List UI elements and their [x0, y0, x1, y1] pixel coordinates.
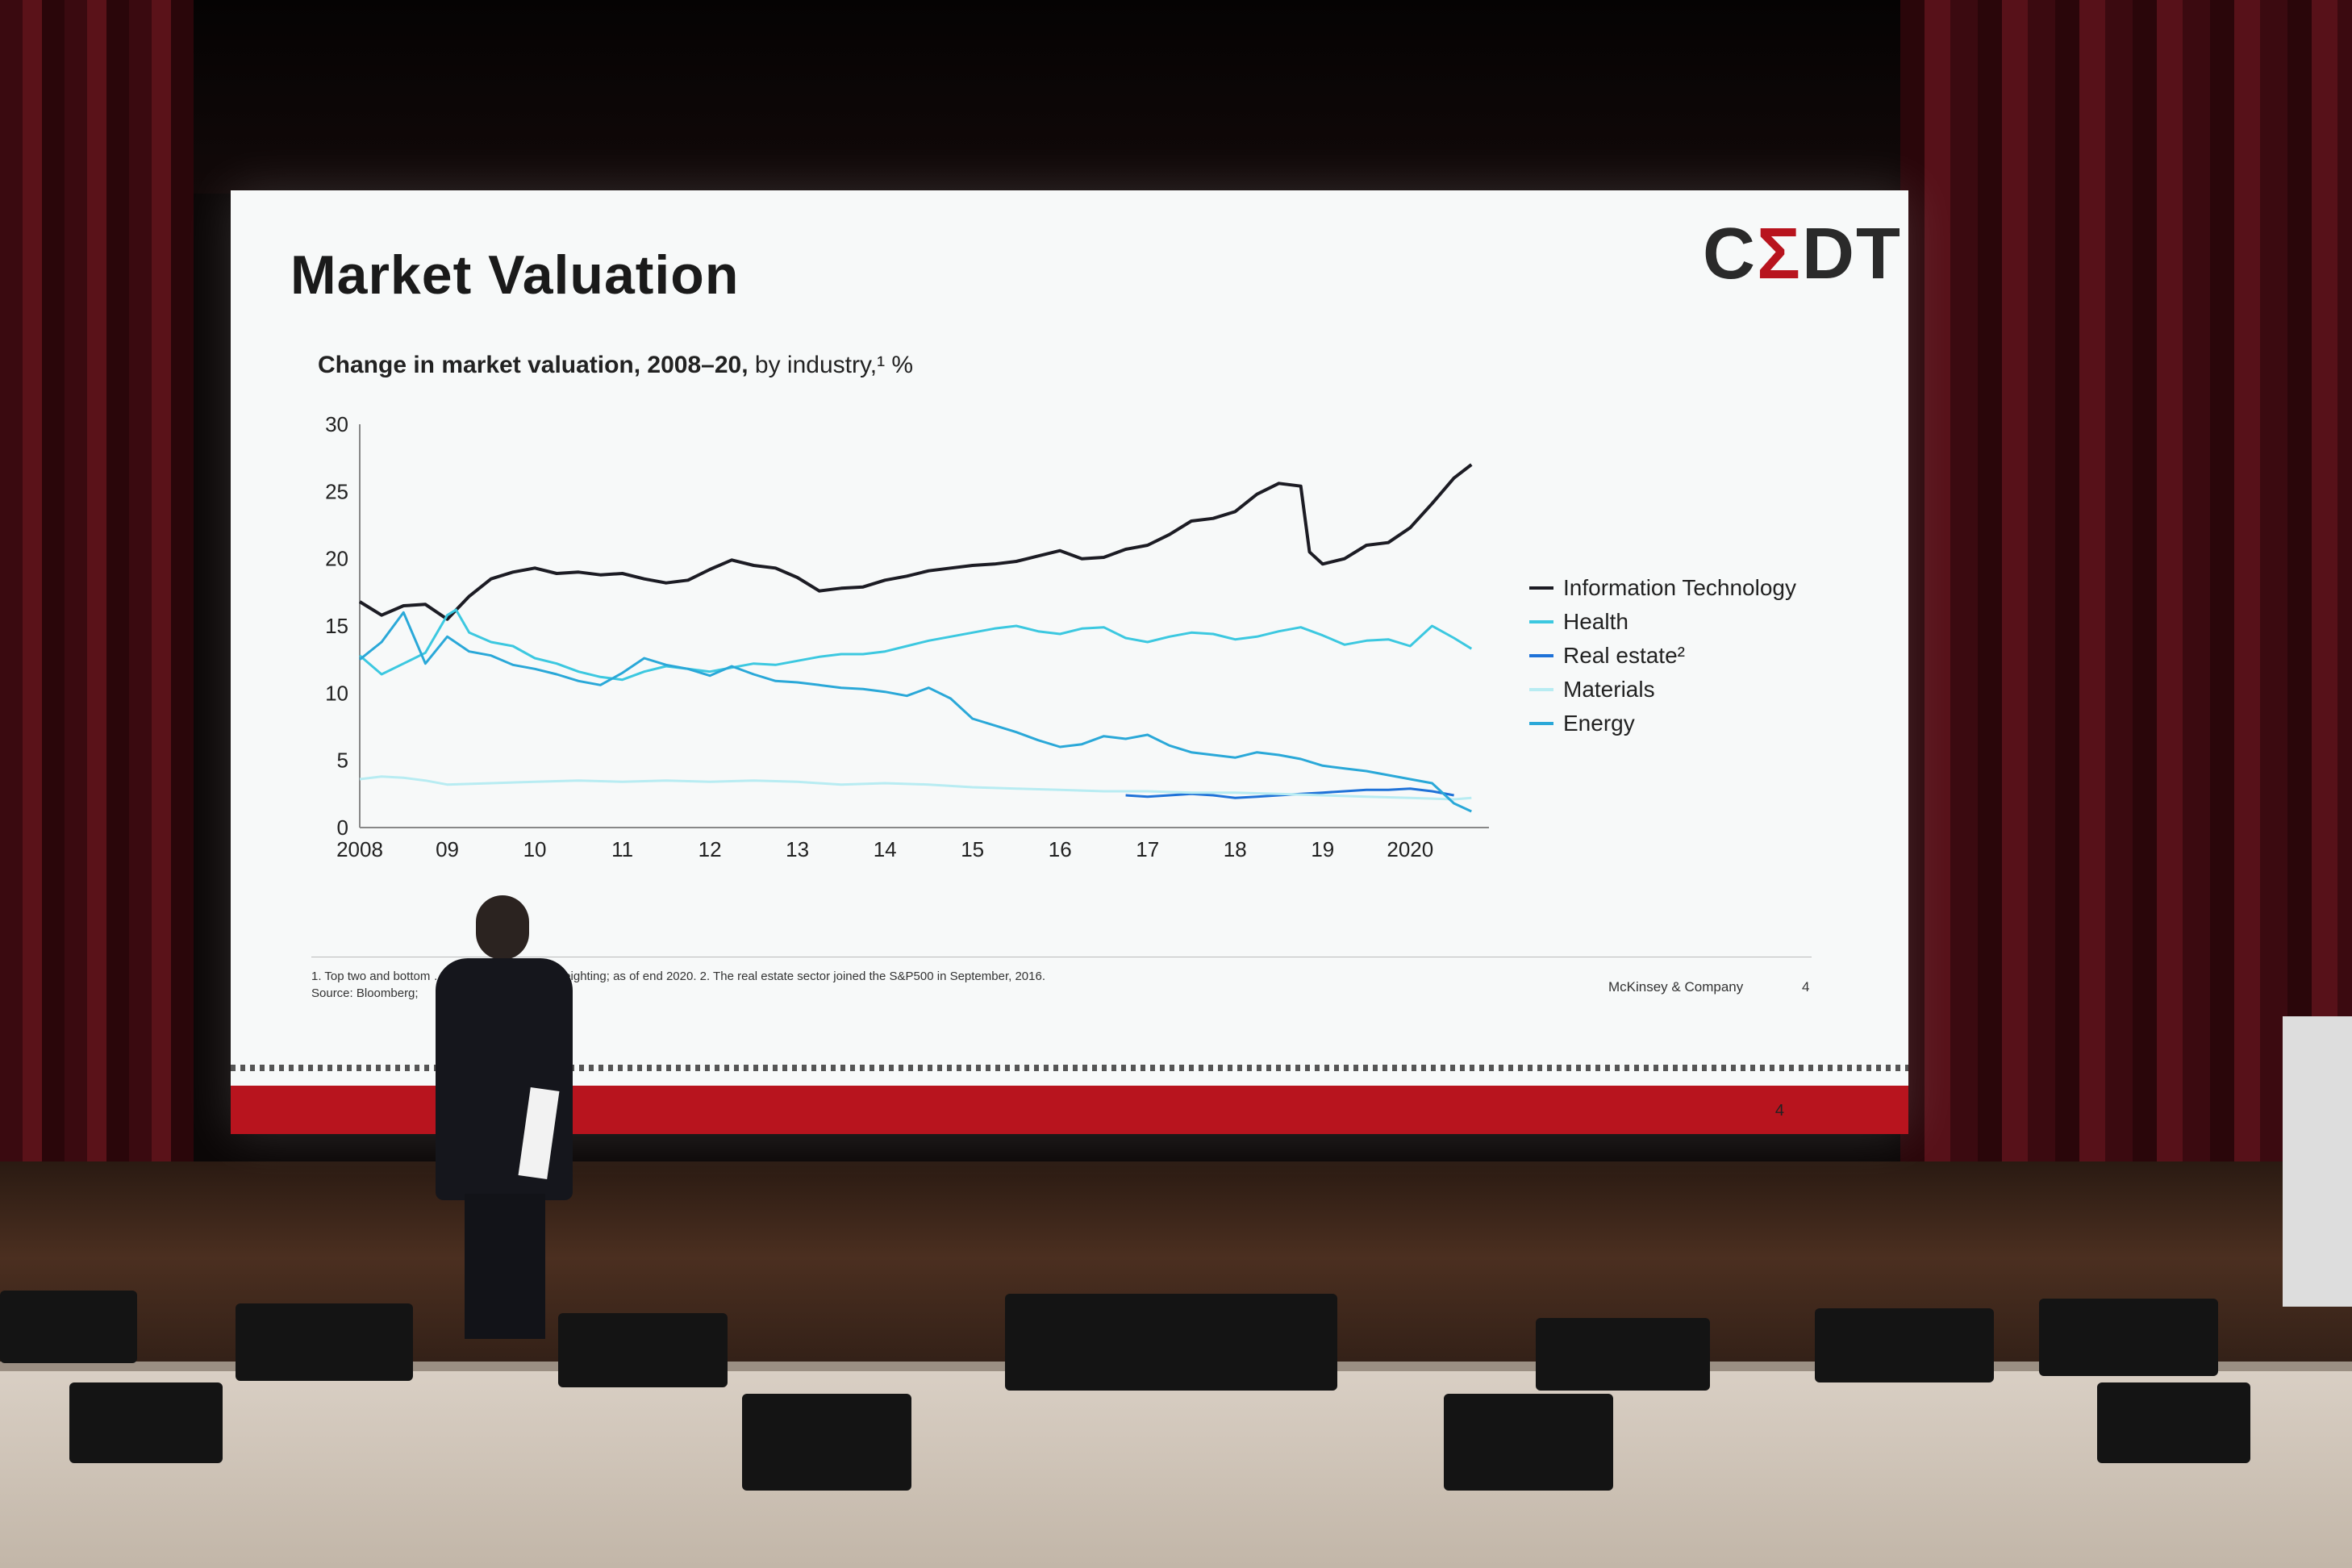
stage-monitor-speaker: [558, 1313, 728, 1387]
stage-front-rail: [0, 1371, 2352, 1568]
podium: [2283, 1016, 2352, 1307]
x-tick-label: 18: [1224, 837, 1247, 861]
speaker: [436, 895, 573, 1347]
legend-swatch: [1529, 654, 1553, 657]
y-tick-label: 15: [325, 614, 348, 638]
front-speaker: [69, 1382, 223, 1463]
x-tick-label: 14: [874, 837, 897, 861]
stage-monitor-speaker: [2039, 1299, 2218, 1376]
footer-page-number: 4: [1774, 1102, 1784, 1120]
slide-credit: McKinsey & Company: [1608, 979, 1744, 995]
legend-item-real-estate: Real estate²: [1529, 639, 1796, 673]
legend-swatch: [1529, 722, 1553, 725]
series-line-materials: [359, 775, 1472, 801]
x-tick-label: 17: [1136, 837, 1159, 861]
legend-swatch: [1529, 586, 1553, 590]
legend-label: Energy: [1563, 711, 1635, 736]
footnote: 1. Top two and bottom … sectors by membe…: [311, 968, 1045, 1002]
x-tick-label: 11: [611, 837, 633, 861]
legend-item-materials: Materials: [1529, 673, 1796, 707]
x-tick-label: 10: [523, 837, 547, 861]
legend-label: Information Technology: [1563, 575, 1796, 600]
y-tick-label: 5: [337, 749, 348, 773]
x-tick-label: 19: [1311, 837, 1334, 861]
curtain-left: [0, 0, 194, 1194]
confidence-monitor: [1005, 1294, 1337, 1391]
y-tick-label: 20: [325, 547, 348, 571]
x-tick-label: 16: [1049, 837, 1072, 861]
legend-label: Materials: [1563, 677, 1655, 702]
speaker-head: [476, 895, 529, 960]
curtain-right: [1900, 0, 2352, 1194]
x-tick-label: 2008: [336, 837, 383, 861]
y-tick-label: 10: [325, 681, 348, 705]
y-tick-label: 25: [325, 479, 348, 503]
line-chart: 0 5 10 15 20 25 30 2008 09 10 11 12 13 14 15 16 17 18 19 20…: [325, 412, 1489, 861]
front-speaker: [742, 1394, 911, 1491]
legend-item-it: Information Technology: [1529, 571, 1796, 605]
y-tick-label: 0: [337, 815, 348, 840]
chart-legend: Information Technology Health Real estate²…: [1529, 571, 1796, 740]
front-speaker: [2097, 1382, 2250, 1463]
x-tick-label: 09: [436, 837, 459, 861]
legend-item-energy: Energy: [1529, 707, 1796, 740]
series-line-it: [358, 463, 1473, 621]
footnote-source: Source: Bloomberg;: [311, 986, 419, 1000]
y-tick-label: 30: [325, 412, 348, 436]
stage-monitor-speaker: [1536, 1318, 1710, 1391]
slide-title: Market Valuation: [290, 244, 740, 306]
x-tick-label: 13: [786, 837, 809, 861]
series-line-energy: [359, 611, 1472, 813]
legend-label: Real estate²: [1563, 643, 1685, 668]
stage-monitor-speaker: [236, 1303, 413, 1381]
x-tick-label: 12: [699, 837, 722, 861]
legend-swatch: [1529, 620, 1553, 623]
legend-swatch: [1529, 688, 1553, 691]
legend-item-health: Health: [1529, 605, 1796, 639]
slide-page-number: 4: [1802, 979, 1810, 995]
cedt-logo: CΣDT: [1703, 214, 1902, 294]
chart-title: Change in market valuation, 2008–20, by …: [318, 352, 914, 378]
stage-monitor-speaker: [1815, 1308, 1994, 1382]
footnote-line-1: 1. Top two and bottom … sectors by membe…: [311, 970, 1045, 983]
series-line-health: [359, 608, 1473, 682]
front-speaker: [1444, 1394, 1613, 1491]
speaker-legs: [465, 1194, 545, 1339]
dotted-divider: [231, 1065, 1908, 1071]
legend-label: Health: [1563, 609, 1628, 634]
x-tick-label: 2020: [1387, 837, 1433, 861]
x-tick-label: 15: [961, 837, 984, 861]
speaker-suit: [436, 958, 573, 1200]
stage-monitor-speaker: [0, 1291, 137, 1363]
